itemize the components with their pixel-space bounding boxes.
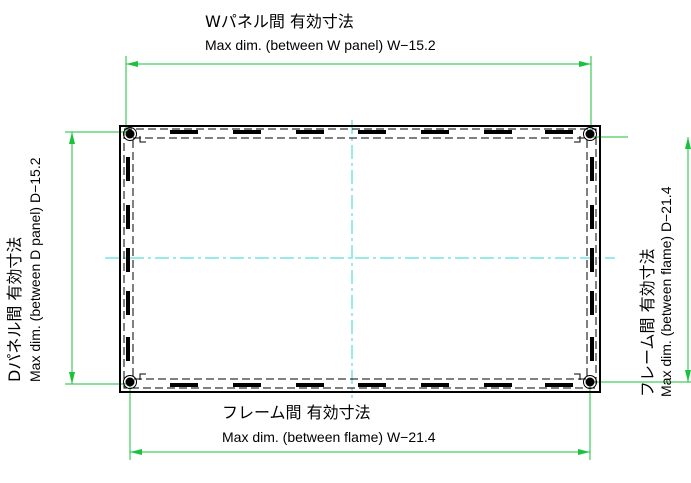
d-frame-dimension xyxy=(590,136,691,383)
d-frame-label-en: Max dim. (between flame) D−21.4 xyxy=(658,186,674,397)
w-panel-dimension xyxy=(125,56,592,132)
center-lines xyxy=(105,120,615,398)
d-panel-dimension xyxy=(65,131,128,385)
panel-outline xyxy=(123,128,597,389)
w-frame-label-en: Max dim. (between flame) W−21.4 xyxy=(222,429,436,445)
w-frame-label-jp: フレーム間 有効寸法 xyxy=(222,403,371,422)
corner-bolts xyxy=(123,127,597,389)
d-panel-label-en: Max dim. (between D panel) D−15.2 xyxy=(27,157,43,382)
seal-strips xyxy=(126,130,594,387)
w-frame-dimension xyxy=(129,386,591,460)
corner-brackets xyxy=(139,136,581,380)
outer-frame xyxy=(119,125,601,393)
d-frame-label-jp: フレーム間 有効寸法 xyxy=(638,248,657,397)
w-panel-label-jp: Wパネル間 有効寸法 xyxy=(205,12,354,31)
w-panel-label-en: Max dim. (between W panel) W−15.2 xyxy=(205,37,436,53)
d-panel-label-jp: Dパネル間 有効寸法 xyxy=(5,237,24,382)
